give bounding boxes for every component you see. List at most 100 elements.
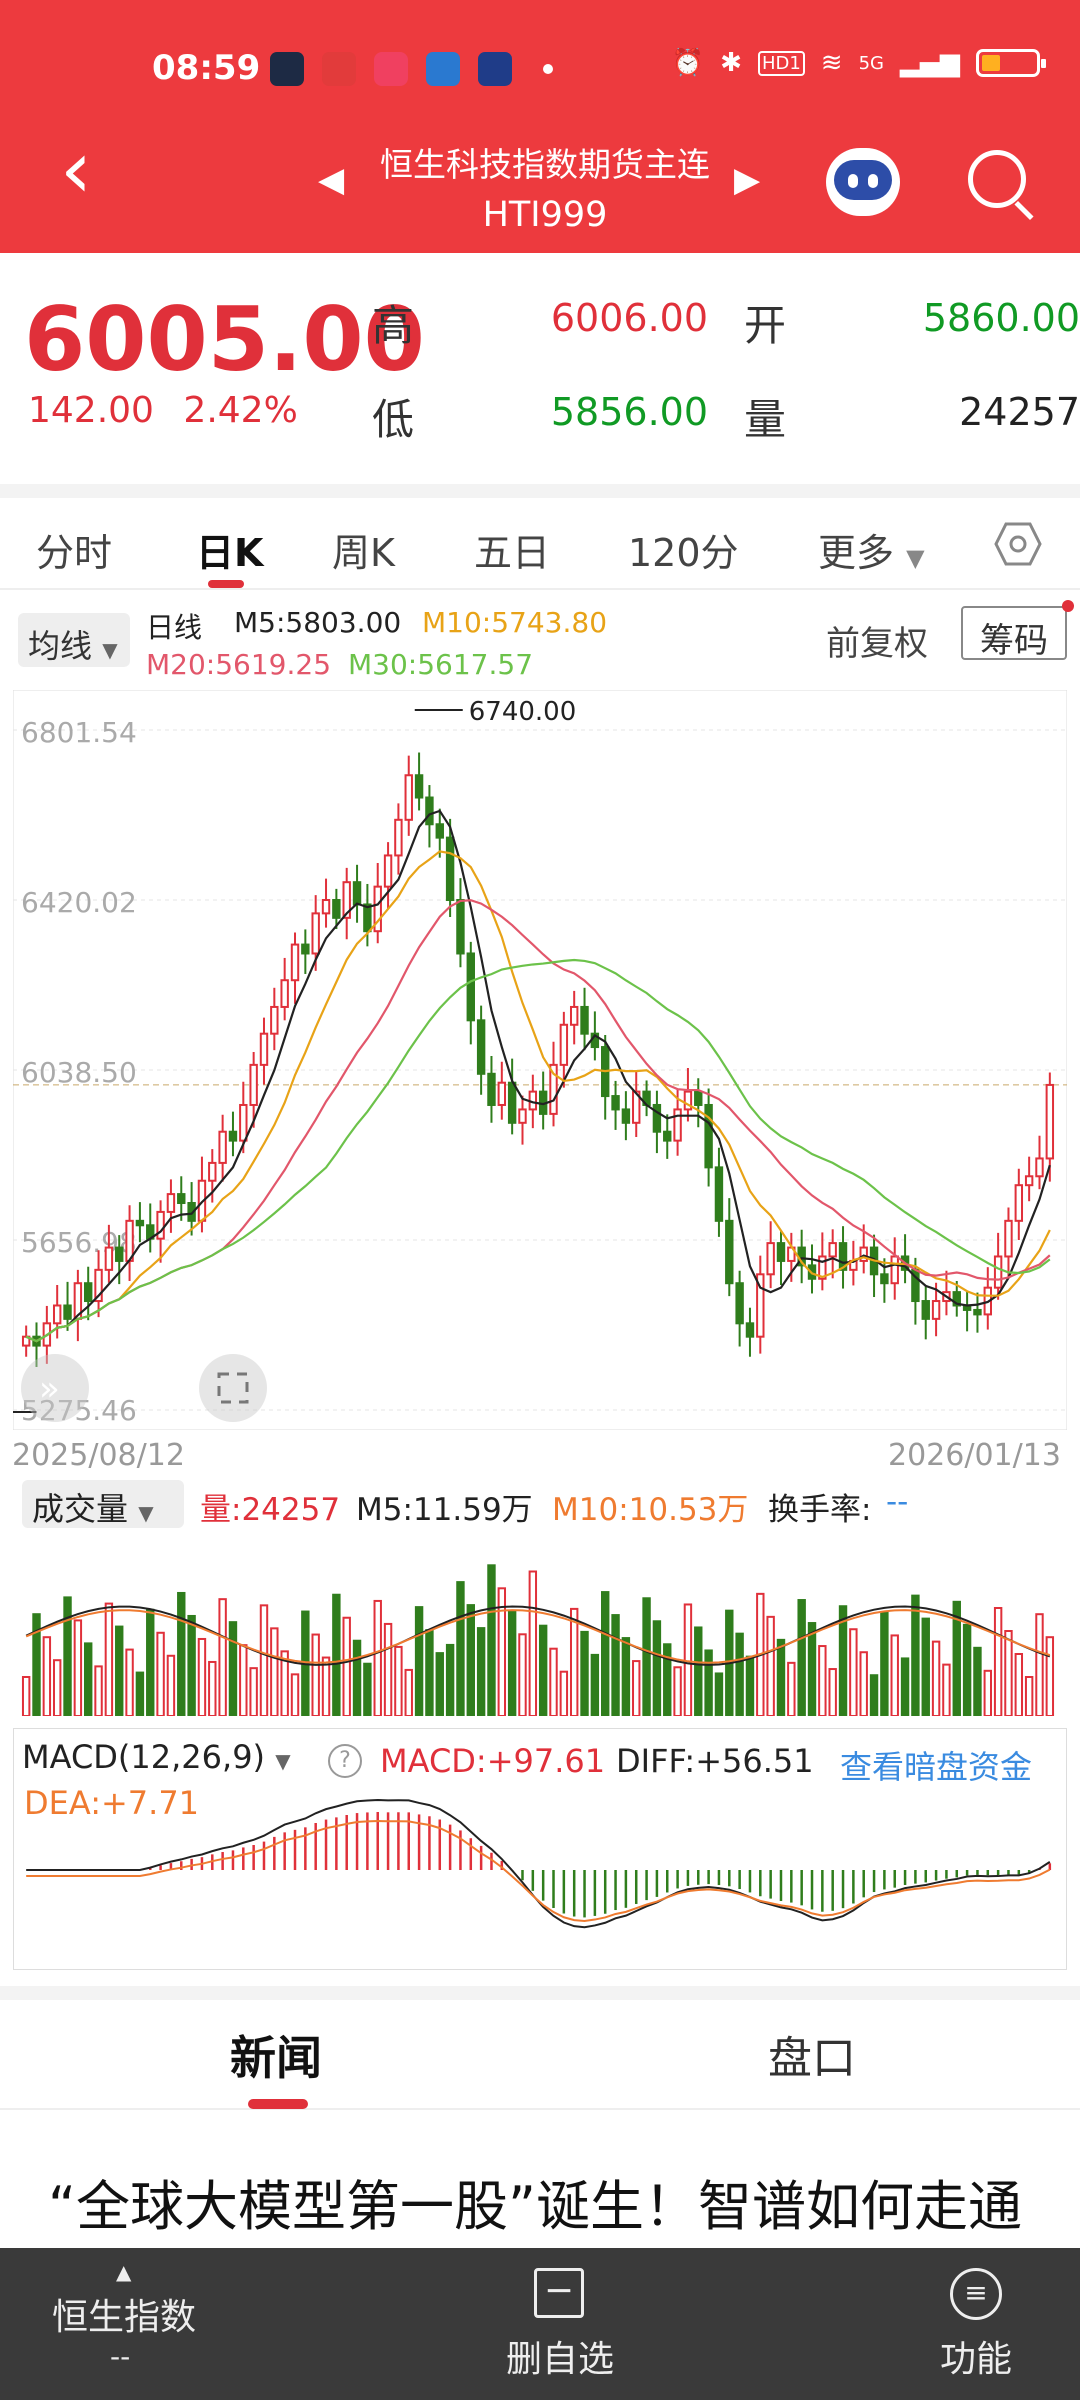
volume-indicator-selector[interactable]: 成交量 ▼ [22,1480,184,1528]
volume-bar [880,1611,889,1716]
volume-bar [673,1666,682,1716]
ai-assistant-robot-icon[interactable] [826,148,900,216]
candle-body [776,1242,786,1262]
volume-bar [125,1648,134,1716]
volume-bar [911,1594,920,1716]
adjustment-mode[interactable]: 前复权 [826,624,928,664]
candle-body [766,1242,775,1276]
functions-button[interactable]: 功能 [940,2339,1013,2380]
tab-daily-k[interactable]: 日K [196,531,264,575]
volume-bar [890,1634,899,1716]
volume-bar [42,1636,52,1716]
chip-distribution-button[interactable]: 筹码 [961,606,1067,661]
alarm-icon: ⏰ [671,48,705,78]
candle-body [559,1023,569,1066]
candle-body [208,1161,217,1182]
expand-up-icon[interactable]: ▲ [116,2260,132,2284]
search-icon[interactable] [968,150,1026,208]
settings-hexagon-icon[interactable] [994,520,1042,568]
volume-bar [1024,1676,1034,1716]
candle-body [456,899,465,955]
candle-body [301,943,310,955]
volume-bar [1014,1653,1024,1716]
candle-body [52,1304,62,1325]
volume-bar [445,1643,455,1716]
volume-bar [228,1621,238,1716]
dark-pool-link[interactable]: 查看暗盘资金 [840,1748,1033,1786]
volume-bar [32,1613,41,1716]
volume-bar [177,1591,186,1716]
contract-code: HTI999 [482,195,608,235]
volume-bar [321,1656,331,1716]
y-tick-label: 6038.50 [21,1056,137,1089]
volume-bar [104,1602,114,1716]
candle-body [952,1291,961,1307]
volume-bar [518,1633,527,1716]
remove-watchlist-button[interactable]: 删自选 [506,2339,615,2380]
ma30-line [25,958,1051,1343]
candle-body [476,1019,486,1075]
candle-body [921,1300,930,1320]
candle-body [880,1273,889,1285]
volume-bar [218,1598,227,1716]
candle-body [414,774,424,799]
next-contract-arrow-icon[interactable]: ▶ [734,160,761,200]
news-headline[interactable]: “全球大模型第一股”诞生！智谱如何走通 [48,2175,1022,2238]
index-name[interactable]: 恒生指数 [52,2297,197,2338]
signal-icon: ▂▄▆ [900,48,960,78]
active-tab-indicator [208,580,244,588]
ma-selector[interactable]: 均线 ▼ [18,613,130,667]
volume-bar [166,1654,176,1716]
tab-order-book[interactable]: 盘口 [768,2033,856,2084]
macd-selector[interactable]: MACD(12,26,9) ▼ [22,1738,312,1786]
candle-body [725,1219,734,1285]
candle-body [973,1308,982,1316]
candle-body [580,1005,589,1035]
candle-body [115,1246,124,1262]
volume-bar [797,1599,806,1716]
volume-m10: M10:10.53万 [552,1492,749,1528]
tab-news[interactable]: 新闻 [230,2031,322,2085]
tab-120min[interactable]: 120分 [628,531,739,575]
candle-body [352,881,362,906]
volume-bar [311,1633,320,1716]
tab-intraday[interactable]: 分时 [36,531,113,575]
tab-five-day[interactable]: 五日 [474,531,551,575]
bluetooth-icon: ✱ [720,48,742,78]
volume-bar [1035,1613,1044,1716]
candle-body [993,1255,1003,1289]
functions-menu-icon[interactable]: ≡ [950,2268,1002,2320]
candle-body [1035,1157,1044,1178]
status-time: 08:59 [152,48,261,88]
volume-bar [973,1646,982,1716]
candle-body [621,1108,631,1124]
app-notification-icon [478,52,512,86]
volume-bar [921,1617,930,1716]
volume-bar [838,1605,848,1716]
volume-chart[interactable] [13,1530,1067,1716]
candle-body [383,854,393,888]
candle-body [683,1090,693,1111]
macd-chart[interactable] [13,1780,1067,1968]
volume-bar [342,1616,351,1716]
volume-bar [828,1668,837,1716]
candle-body [487,1072,496,1106]
turnover-value: -- [886,1484,909,1520]
back-button[interactable]: ‹ [60,123,92,216]
candle-body [63,1304,72,1320]
volume-bar [383,1622,393,1716]
ma30-value: M30:5617.57 [348,648,534,681]
wifi-icon: ≋ [820,48,843,78]
tab-weekly-k[interactable]: 周K [332,531,395,575]
candle-body [404,774,413,821]
index-value: -- [110,2340,131,2373]
volume-bar [849,1628,858,1716]
help-icon[interactable]: ? [328,1744,362,1778]
tab-more[interactable]: 更多 ▼ [818,522,925,577]
previous-contract-arrow-icon[interactable]: ◀ [318,160,345,200]
remove-watchlist-icon[interactable]: − [534,2268,584,2318]
volume-bar [869,1674,879,1716]
divider [0,484,1080,498]
volume-bar [642,1597,651,1716]
